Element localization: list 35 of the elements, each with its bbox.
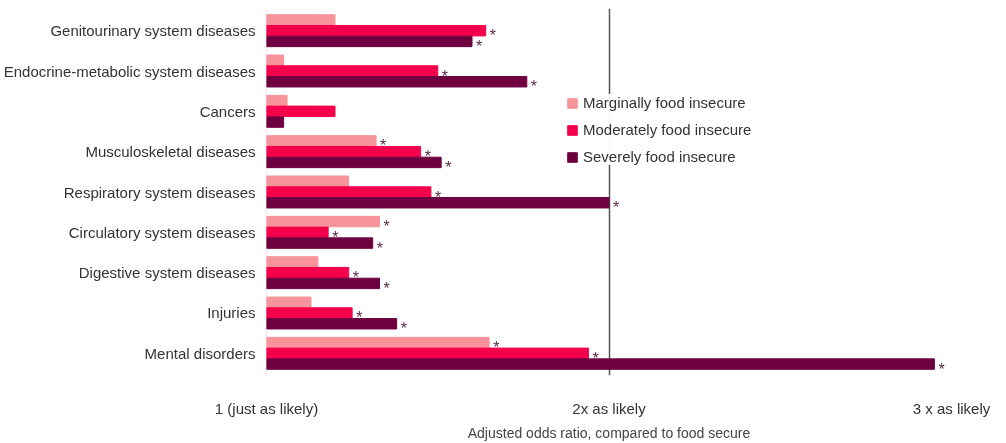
y-tick-label: Digestive system diseases xyxy=(78,264,256,282)
data-label: * xyxy=(380,137,387,155)
data-label: * xyxy=(383,279,390,297)
data-label: * xyxy=(592,349,599,367)
y-tick-label: Endocrine-metabolic system diseases xyxy=(3,62,256,80)
data-label: * xyxy=(376,239,383,257)
data-label: * xyxy=(400,320,407,338)
y-tick-label: Circulatory system diseases xyxy=(68,223,256,241)
legend-label: Severely food insecure xyxy=(583,148,736,165)
legend-label: Marginally food insecure xyxy=(583,94,746,111)
data-label: * xyxy=(383,218,390,236)
data-label: * xyxy=(493,339,500,357)
x-tick-label: 1 (just as likely) xyxy=(214,399,319,417)
y-tick-label: Musculoskeletal diseases xyxy=(85,143,256,161)
y-tick-label: Injuries xyxy=(207,304,256,322)
data-label: * xyxy=(434,188,442,206)
data-label: * xyxy=(445,158,452,176)
y-tick-label: Cancers xyxy=(199,102,256,120)
data-label: * xyxy=(476,37,483,55)
data-label: * xyxy=(613,199,620,217)
y-tick-label: Genitourinary system diseases xyxy=(50,22,256,40)
data-label: * xyxy=(332,228,339,246)
data-label: * xyxy=(938,360,945,378)
x-tick-label: 2x as likely xyxy=(572,399,647,417)
legend-label: Moderately food insecure xyxy=(583,121,752,138)
y-tick-label: Mental disorders xyxy=(144,344,256,362)
x-axis-title: Adjusted odds ratio, compared to food secure xyxy=(467,424,751,441)
data-label: * xyxy=(530,78,538,96)
data-label: * xyxy=(489,27,496,45)
x-tick-label: 3 x as likely xyxy=(912,399,991,417)
data-label: * xyxy=(352,269,359,287)
data-label: * xyxy=(424,148,431,166)
y-tick-label: Respiratory system diseases xyxy=(63,183,256,201)
data-label: * xyxy=(356,309,363,327)
data-label: * xyxy=(441,67,448,85)
